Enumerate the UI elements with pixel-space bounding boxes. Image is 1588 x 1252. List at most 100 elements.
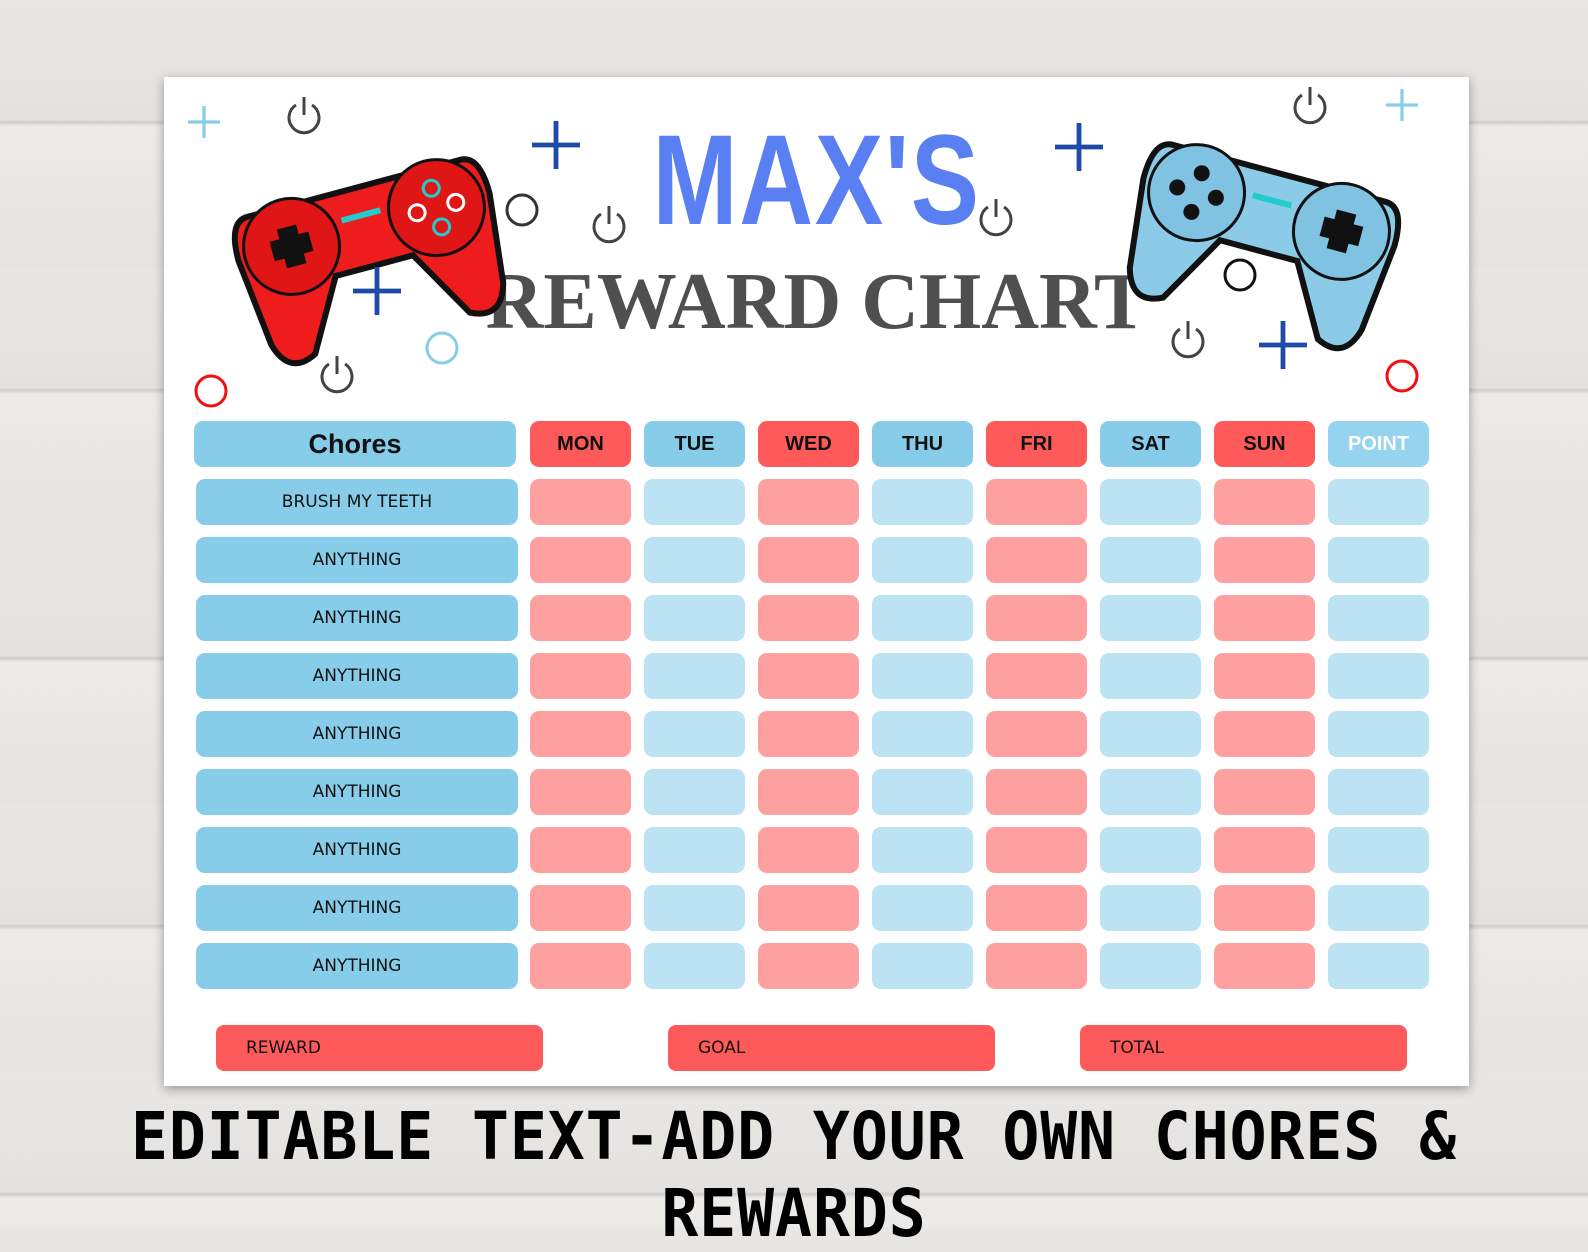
point-cell[interactable] — [1328, 711, 1429, 757]
circle-icon — [1385, 359, 1419, 393]
day-cell[interactable] — [986, 711, 1087, 757]
day-cell[interactable] — [644, 479, 745, 525]
circle-icon — [505, 193, 539, 227]
day-cell[interactable] — [986, 595, 1087, 641]
day-cell[interactable] — [644, 885, 745, 931]
reward-field[interactable]: REWARD — [216, 1025, 543, 1071]
day-cell[interactable] — [1100, 769, 1201, 815]
day-cell[interactable] — [872, 537, 973, 583]
day-cell[interactable] — [758, 769, 859, 815]
day-cell[interactable] — [644, 943, 745, 989]
day-cell[interactable] — [986, 885, 1087, 931]
day-cell[interactable] — [872, 769, 973, 815]
chore-row-label[interactable]: ANYTHING — [196, 885, 518, 931]
day-cell[interactable] — [758, 827, 859, 873]
chore-row-label[interactable]: ANYTHING — [196, 537, 518, 583]
day-cell[interactable] — [872, 653, 973, 699]
day-cell[interactable] — [1214, 479, 1315, 525]
day-cell[interactable] — [758, 885, 859, 931]
day-cell[interactable] — [872, 885, 973, 931]
day-cell[interactable] — [1100, 827, 1201, 873]
day-cell[interactable] — [1100, 943, 1201, 989]
point-cell[interactable] — [1328, 769, 1429, 815]
day-cell[interactable] — [1100, 595, 1201, 641]
day-cell[interactable] — [1100, 711, 1201, 757]
day-cell[interactable] — [530, 769, 631, 815]
day-cell[interactable] — [758, 653, 859, 699]
plus-icon — [1055, 123, 1103, 171]
day-cell[interactable] — [530, 537, 631, 583]
day-cell[interactable] — [758, 711, 859, 757]
day-cell[interactable] — [530, 653, 631, 699]
chore-row-label[interactable]: BRUSH MY TEETH — [196, 479, 518, 525]
day-cell[interactable] — [530, 595, 631, 641]
day-cell[interactable] — [1214, 653, 1315, 699]
day-cell[interactable] — [872, 711, 973, 757]
day-cell[interactable] — [530, 885, 631, 931]
total-field[interactable]: TOTAL — [1080, 1025, 1407, 1071]
point-cell[interactable] — [1328, 537, 1429, 583]
day-cell[interactable] — [986, 653, 1087, 699]
day-cell[interactable] — [872, 827, 973, 873]
day-cell[interactable] — [758, 943, 859, 989]
chore-row-label[interactable]: ANYTHING — [196, 711, 518, 757]
blue-gamepad-icon — [1126, 141, 1402, 352]
circle-icon — [194, 374, 228, 408]
point-cell[interactable] — [1328, 827, 1429, 873]
day-cell[interactable] — [644, 653, 745, 699]
day-cell[interactable] — [986, 769, 1087, 815]
day-cell[interactable] — [986, 943, 1087, 989]
day-cell[interactable] — [1100, 653, 1201, 699]
day-cell[interactable] — [1214, 943, 1315, 989]
day-cell[interactable] — [986, 827, 1087, 873]
day-cell[interactable] — [644, 595, 745, 641]
chores-header: Chores — [194, 421, 516, 467]
day-cell[interactable] — [1214, 769, 1315, 815]
day-cell[interactable] — [758, 479, 859, 525]
chore-row-label[interactable]: ANYTHING — [196, 769, 518, 815]
day-cell[interactable] — [986, 479, 1087, 525]
day-cell[interactable] — [986, 537, 1087, 583]
decorations — [188, 87, 1419, 408]
day-cell[interactable] — [644, 827, 745, 873]
day-cell[interactable] — [758, 595, 859, 641]
goal-field[interactable]: GOAL — [668, 1025, 995, 1071]
day-cell[interactable] — [530, 943, 631, 989]
chore-row-label[interactable]: ANYTHING — [196, 943, 518, 989]
point-cell[interactable] — [1328, 653, 1429, 699]
day-header-wed: WED — [758, 421, 859, 467]
day-cell[interactable] — [1100, 537, 1201, 583]
day-cell[interactable] — [530, 827, 631, 873]
point-cell[interactable] — [1328, 943, 1429, 989]
day-cell[interactable] — [1214, 711, 1315, 757]
point-cell[interactable] — [1328, 595, 1429, 641]
power-icon — [1293, 87, 1327, 125]
point-cell[interactable] — [1328, 479, 1429, 525]
day-cell[interactable] — [872, 943, 973, 989]
day-cell[interactable] — [1214, 595, 1315, 641]
day-cell[interactable] — [1214, 885, 1315, 931]
day-cell[interactable] — [530, 711, 631, 757]
chore-row-label[interactable]: ANYTHING — [196, 595, 518, 641]
day-cell[interactable] — [872, 479, 973, 525]
chart-name: MAX'S — [652, 109, 981, 252]
chore-row-label[interactable]: ANYTHING — [196, 827, 518, 873]
day-cell[interactable] — [644, 711, 745, 757]
day-cell[interactable] — [644, 769, 745, 815]
day-cell[interactable] — [872, 595, 973, 641]
chore-row-label[interactable]: ANYTHING — [196, 653, 518, 699]
day-cell[interactable] — [530, 479, 631, 525]
plus-icon — [353, 267, 401, 315]
power-icon — [592, 206, 626, 244]
day-header-mon: MON — [530, 421, 631, 467]
day-cell[interactable] — [1214, 827, 1315, 873]
day-cell[interactable] — [1100, 885, 1201, 931]
circle-icon — [425, 331, 459, 365]
day-header-sun: SUN — [1214, 421, 1315, 467]
day-cell[interactable] — [1100, 479, 1201, 525]
day-cell[interactable] — [758, 537, 859, 583]
day-cell[interactable] — [1214, 537, 1315, 583]
power-icon — [320, 356, 354, 394]
day-cell[interactable] — [644, 537, 745, 583]
point-cell[interactable] — [1328, 885, 1429, 931]
